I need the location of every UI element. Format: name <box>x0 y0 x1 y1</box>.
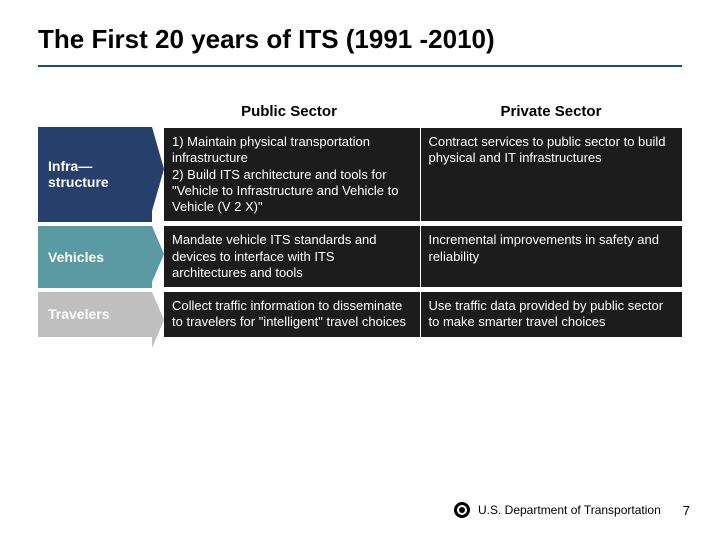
slide-footer: U.S. Department of Transportation 7 <box>454 502 690 518</box>
cell-public-vehicles: Mandate vehicle ITS standards and device… <box>158 226 420 288</box>
comparison-table: Public Sector Private Sector Infra—struc… <box>0 97 682 338</box>
row-label-infrastructure: Infra—structure <box>38 127 158 222</box>
slide-title: The First 20 years of ITS (1991 -2010) <box>0 0 720 65</box>
cell-private-infrastructure: Contract services to public sector to bu… <box>420 127 682 222</box>
cell-private-vehicles: Incremental improvements in safety and r… <box>420 226 682 288</box>
dot-logo-icon <box>454 502 470 518</box>
title-divider <box>38 65 682 67</box>
cell-public-travelers: Collect traffic information to dissemina… <box>158 292 420 338</box>
page-number: 7 <box>683 503 690 518</box>
table-row: Vehicles Mandate vehicle ITS standards a… <box>38 226 682 288</box>
column-header-private: Private Sector <box>420 97 682 127</box>
column-header-public: Public Sector <box>158 97 420 127</box>
table-row: Infra—structure 1) Maintain physical tra… <box>38 127 682 222</box>
cell-private-travelers: Use traffic data provided by public sect… <box>420 292 682 338</box>
cell-public-infrastructure: 1) Maintain physical transportation infr… <box>158 127 420 222</box>
footer-org: U.S. Department of Transportation <box>478 503 661 517</box>
row-label-vehicles: Vehicles <box>38 226 158 288</box>
table-row: Travelers Collect traffic information to… <box>38 292 682 338</box>
row-label-travelers: Travelers <box>38 292 158 338</box>
corner-blank <box>38 97 158 127</box>
